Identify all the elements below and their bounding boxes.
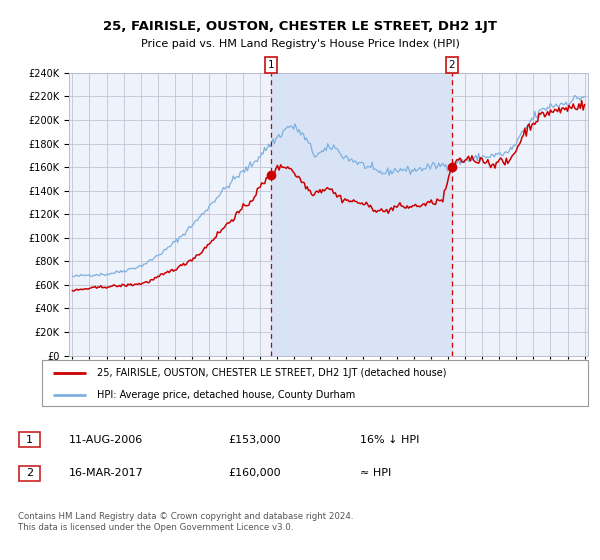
Text: 16% ↓ HPI: 16% ↓ HPI (360, 435, 419, 445)
Text: ≈ HPI: ≈ HPI (360, 468, 391, 478)
Text: 11-AUG-2006: 11-AUG-2006 (69, 435, 143, 445)
Text: 2: 2 (26, 468, 33, 478)
Text: 25, FAIRISLE, OUSTON, CHESTER LE STREET, DH2 1JT: 25, FAIRISLE, OUSTON, CHESTER LE STREET,… (103, 20, 497, 32)
Text: 16-MAR-2017: 16-MAR-2017 (69, 468, 144, 478)
Text: 2: 2 (448, 60, 455, 70)
Text: 25, FAIRISLE, OUSTON, CHESTER LE STREET, DH2 1JT (detached house): 25, FAIRISLE, OUSTON, CHESTER LE STREET,… (97, 368, 446, 378)
Text: Contains HM Land Registry data © Crown copyright and database right 2024.
This d: Contains HM Land Registry data © Crown c… (18, 512, 353, 532)
Text: 1: 1 (26, 435, 33, 445)
Text: £160,000: £160,000 (228, 468, 281, 478)
Text: 1: 1 (268, 60, 274, 70)
Text: HPI: Average price, detached house, County Durham: HPI: Average price, detached house, Coun… (97, 390, 355, 399)
Text: £153,000: £153,000 (228, 435, 281, 445)
Bar (271, 73, 452, 356)
Text: Price paid vs. HM Land Registry's House Price Index (HPI): Price paid vs. HM Land Registry's House … (140, 39, 460, 49)
